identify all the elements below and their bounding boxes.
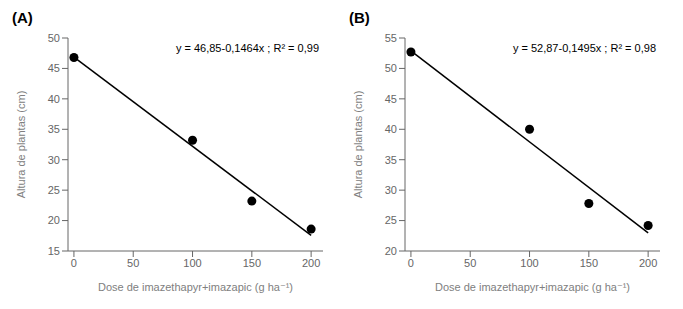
svg-text:Altura de plantas (cm): Altura de plantas (cm) [15,91,27,199]
svg-text:20: 20 [385,245,397,257]
svg-text:200: 200 [639,257,657,269]
svg-text:20: 20 [48,214,60,226]
svg-text:100: 100 [520,257,538,269]
svg-text:15: 15 [48,245,60,257]
svg-text:40: 40 [385,123,397,135]
svg-text:0: 0 [71,257,77,269]
svg-text:30: 30 [48,154,60,166]
svg-text:50: 50 [127,257,139,269]
svg-text:45: 45 [385,93,397,105]
html-text:(B): (B) [349,9,370,26]
svg-text:Altura de plantas (cm): Altura de plantas (cm) [352,91,364,199]
svg-text:55: 55 [385,32,397,44]
svg-text:Dose de imazethapyr+imazapic (: Dose de imazethapyr+imazapic (g ha⁻¹) [435,281,630,293]
svg-text:25: 25 [385,214,397,226]
svg-text:35: 35 [385,154,397,166]
svg-text:25: 25 [48,184,60,196]
svg-text:35: 35 [48,123,60,135]
svg-text:50: 50 [385,62,397,74]
svg-text:200: 200 [302,257,320,269]
svg-text:100: 100 [183,257,201,269]
svg-text:0: 0 [408,257,414,269]
html-text:y = 46,85-0,1464x ; R² = 0,99: y = 46,85-0,1464x ; R² = 0,99 [175,42,319,54]
html-text:(A): (A) [12,9,33,26]
svg-text:Dose de imazethapyr+imazapic (: Dose de imazethapyr+imazapic (g ha⁻¹) [98,281,293,293]
svg-text:150: 150 [243,257,261,269]
svg-text:50: 50 [48,32,60,44]
svg-text:30: 30 [385,184,397,196]
svg-text:40: 40 [48,93,60,105]
svg-text:45: 45 [48,62,60,74]
svg-text:50: 50 [464,257,476,269]
html-text:y = 52,87-0,1495x ; R² = 0,98: y = 52,87-0,1495x ; R² = 0,98 [512,42,656,54]
svg-text:150: 150 [580,257,598,269]
